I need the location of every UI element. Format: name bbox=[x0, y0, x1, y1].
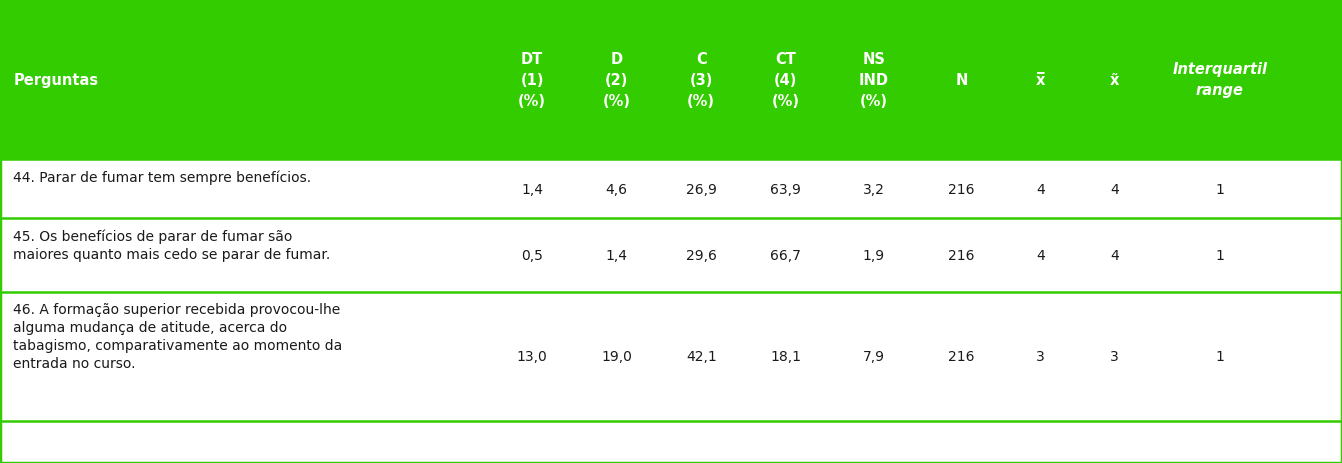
Text: 13,0: 13,0 bbox=[517, 350, 548, 363]
Text: 42,1: 42,1 bbox=[686, 350, 717, 363]
Text: 4: 4 bbox=[1110, 182, 1119, 196]
Bar bbox=[0, 292, 1342, 421]
Text: Interquartil
range: Interquartil range bbox=[1173, 62, 1267, 98]
Text: 3: 3 bbox=[1036, 350, 1045, 363]
Text: 63,9: 63,9 bbox=[770, 182, 801, 196]
Text: 18,1: 18,1 bbox=[770, 350, 801, 363]
Bar bbox=[0, 421, 1342, 463]
Text: 216: 216 bbox=[949, 182, 974, 196]
Text: 1: 1 bbox=[1216, 182, 1224, 196]
Text: 26,9: 26,9 bbox=[686, 182, 717, 196]
Text: 29,6: 29,6 bbox=[686, 249, 717, 263]
Text: 1: 1 bbox=[1216, 350, 1224, 363]
Text: x̃: x̃ bbox=[1110, 72, 1119, 88]
Text: DT
(1)
(%): DT (1) (%) bbox=[518, 51, 546, 108]
Text: C
(3)
(%): C (3) (%) bbox=[687, 51, 715, 108]
Text: x̅: x̅ bbox=[1036, 72, 1045, 88]
Text: 3,2: 3,2 bbox=[863, 182, 884, 196]
Text: 4: 4 bbox=[1036, 182, 1045, 196]
Text: 7,9: 7,9 bbox=[863, 350, 884, 363]
Text: NS
IND
(%): NS IND (%) bbox=[859, 51, 888, 108]
Text: N: N bbox=[956, 72, 968, 88]
Text: 4,6: 4,6 bbox=[605, 182, 628, 196]
Text: 4: 4 bbox=[1110, 249, 1119, 263]
Text: 1: 1 bbox=[1216, 249, 1224, 263]
Text: 44. Parar de fumar tem sempre benefícios.: 44. Parar de fumar tem sempre benefícios… bbox=[13, 170, 311, 184]
Text: 19,0: 19,0 bbox=[601, 350, 632, 363]
Text: D
(2)
(%): D (2) (%) bbox=[603, 51, 631, 108]
Text: 46. A formação superior recebida provocou-lhe
alguma mudança de atitude, acerca : 46. A formação superior recebida provoco… bbox=[13, 302, 342, 370]
Text: 216: 216 bbox=[949, 350, 974, 363]
Text: 1,4: 1,4 bbox=[605, 249, 628, 263]
Bar bbox=[0, 219, 1342, 292]
Text: 1,9: 1,9 bbox=[863, 249, 884, 263]
Bar bbox=[0, 0, 1342, 160]
Text: 45. Os benefícios de parar de fumar são
maiores quanto mais cedo se parar de fum: 45. Os benefícios de parar de fumar são … bbox=[13, 229, 330, 262]
Text: 4: 4 bbox=[1036, 249, 1045, 263]
Text: 66,7: 66,7 bbox=[770, 249, 801, 263]
Text: CT
(4)
(%): CT (4) (%) bbox=[772, 51, 800, 108]
Text: 1,4: 1,4 bbox=[521, 182, 544, 196]
Text: Perguntas: Perguntas bbox=[13, 72, 98, 88]
Text: 0,5: 0,5 bbox=[521, 249, 544, 263]
Text: 216: 216 bbox=[949, 249, 974, 263]
Text: 3: 3 bbox=[1110, 350, 1119, 363]
Bar bbox=[0, 160, 1342, 219]
